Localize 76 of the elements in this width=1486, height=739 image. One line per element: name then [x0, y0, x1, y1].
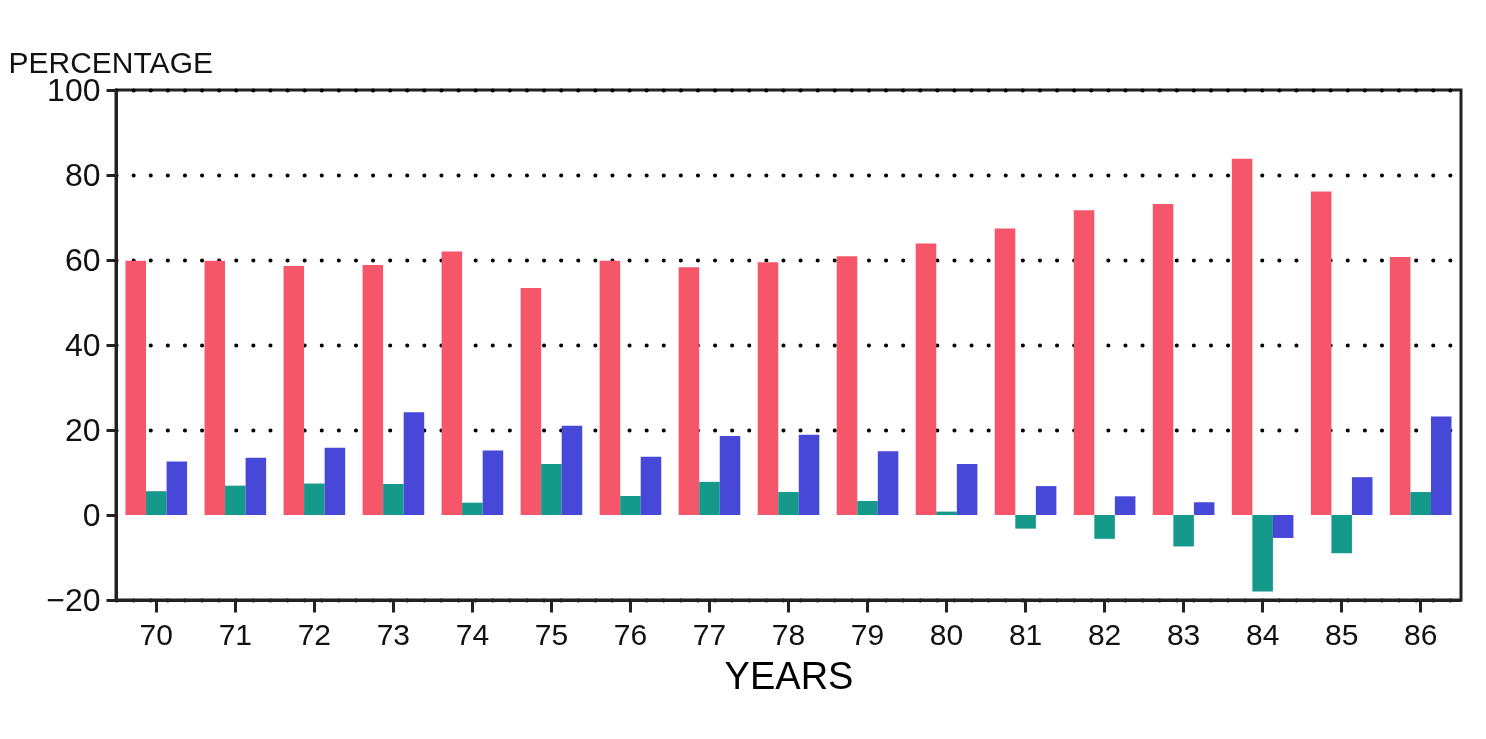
- x-tick-label: 83: [1166, 617, 1201, 651]
- bar: [1351, 477, 1373, 515]
- bar: [362, 265, 384, 515]
- bar: [125, 260, 147, 515]
- x-tick-label: 76: [613, 617, 648, 651]
- bar: [877, 451, 899, 515]
- bar: [1015, 515, 1036, 529]
- bar: [1310, 191, 1332, 515]
- bar: [1173, 515, 1194, 547]
- bar: [1410, 492, 1431, 515]
- x-tick-label: 84: [1245, 617, 1280, 651]
- bar: [1231, 158, 1253, 515]
- bar: [166, 461, 188, 515]
- bar: [146, 491, 167, 515]
- bar: [798, 434, 820, 515]
- x-tick-label: 71: [218, 617, 253, 651]
- x-tick-label: 85: [1324, 617, 1359, 651]
- x-tick-label: 79: [850, 617, 885, 651]
- x-tick-label: 80: [929, 617, 964, 651]
- bar: [1430, 416, 1452, 515]
- bar: [620, 495, 641, 515]
- bar: [1389, 257, 1411, 515]
- x-tick-label: 74: [455, 617, 490, 651]
- y-tick-label: 0: [82, 496, 101, 533]
- bar: [324, 447, 346, 515]
- y-tick-label: 60: [64, 241, 101, 278]
- bar: [956, 464, 978, 515]
- bar: [836, 256, 858, 515]
- y-axis-title: PERCENTAGE: [8, 45, 213, 79]
- bar: [699, 481, 720, 515]
- bar: [757, 262, 779, 515]
- bar: [561, 425, 583, 515]
- x-tick-label: 81: [1008, 617, 1043, 651]
- bar: [857, 500, 878, 515]
- bar: [1114, 496, 1136, 515]
- bar: [1073, 210, 1095, 515]
- bar: [225, 485, 246, 515]
- bar: [719, 435, 741, 515]
- x-tick-label: 75: [534, 617, 569, 651]
- bar: [204, 260, 226, 515]
- bar: [441, 251, 463, 515]
- bar: [1152, 203, 1174, 515]
- x-tick-label: 86: [1404, 617, 1438, 651]
- bar: [520, 288, 542, 515]
- bar: [994, 228, 1016, 515]
- bar: [915, 243, 937, 515]
- bar: [1094, 515, 1115, 539]
- bar: [541, 464, 562, 515]
- bar: [1272, 515, 1294, 538]
- x-axis-title: YEARS: [724, 654, 854, 697]
- x-tick-label: 72: [297, 617, 332, 651]
- bar: [1252, 515, 1273, 592]
- x-tick-label: 82: [1087, 617, 1122, 651]
- bar: [403, 412, 425, 515]
- y-tick-label: 40: [64, 326, 101, 363]
- bar: [1193, 502, 1215, 515]
- bar: [1035, 486, 1057, 515]
- bar: [245, 457, 267, 515]
- bar: [482, 450, 504, 515]
- bar: [462, 502, 483, 515]
- bar: [678, 267, 700, 515]
- bar: [383, 483, 404, 515]
- x-tick-label: 78: [771, 617, 806, 651]
- y-tick-label: 80: [64, 156, 101, 193]
- bar: [599, 260, 621, 515]
- bar: [640, 456, 662, 515]
- x-tick-label: 70: [139, 617, 173, 651]
- bar: [936, 511, 957, 515]
- y-tick-label: 20: [64, 411, 101, 448]
- y-tick-label: −20: [46, 581, 101, 618]
- bar: [304, 483, 325, 515]
- x-tick-label: 73: [376, 617, 411, 651]
- bar: [283, 265, 305, 515]
- bar: [778, 492, 799, 515]
- bar: [1331, 515, 1352, 554]
- x-tick-label: 77: [692, 617, 727, 651]
